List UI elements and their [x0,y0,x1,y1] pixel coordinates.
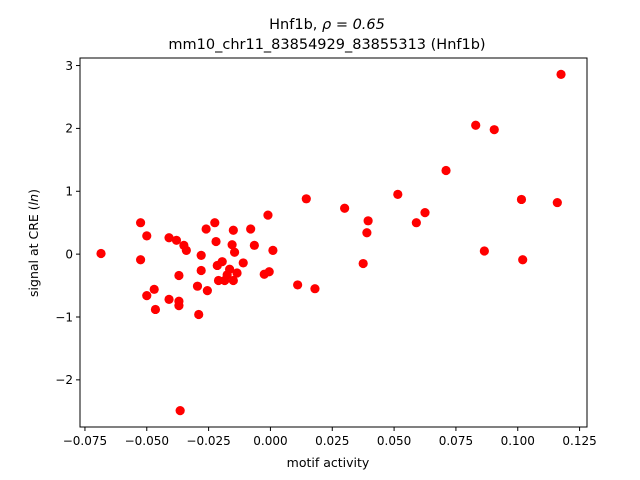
data-point [174,270,184,281]
x-tick-label: 0.000 [253,434,287,448]
data-point [164,233,174,243]
x-axis-label: motif activity [287,455,370,470]
data-point [174,301,184,311]
x-tick-label: 0.075 [439,434,473,448]
data-point [135,255,146,265]
data-point [362,228,372,238]
data-point [552,197,562,208]
y-axis-ticks: −2 −1 0 1 2 3 [55,59,80,387]
data-point [227,240,237,250]
data-point [201,224,211,234]
data-point [142,291,152,301]
y-tick-label: 1 [65,185,73,199]
data-point [181,245,191,255]
data-point [516,194,527,205]
data-point [411,218,421,228]
x-tick-label: 0.125 [562,434,596,448]
data-point [393,189,403,200]
data-point [175,406,185,416]
data-point [142,231,152,241]
data-point [192,281,203,291]
data-point [268,245,278,255]
data-points [96,69,566,416]
plot-area [79,57,588,428]
data-point [556,69,566,79]
data-point [441,165,451,176]
data-point [210,218,220,228]
data-point [263,210,273,220]
y-tick-label: 3 [65,59,73,73]
data-point [196,250,206,260]
x-tick-label: −0.025 [186,434,230,448]
data-point [479,246,489,256]
y-tick-label: −2 [55,373,73,387]
data-point [164,294,174,304]
data-point [229,247,240,257]
y-tick-label: −1 [55,310,73,324]
data-point [264,267,274,277]
data-point [211,236,221,247]
data-point [420,208,430,218]
chart-title-line1: Hnf1b, ρ = 0.65 [269,17,385,33]
data-point [363,216,373,226]
data-point [471,120,481,130]
data-point [301,194,311,204]
data-point [149,284,159,294]
data-point [246,224,256,234]
data-point [202,285,212,296]
data-point [217,257,227,267]
data-point [135,218,146,228]
data-point [225,264,235,274]
x-tick-label: 0.025 [315,434,349,448]
data-point [232,268,242,278]
x-tick-label: −0.050 [125,434,169,448]
x-tick-label: 0.100 [501,434,535,448]
data-point [340,203,350,213]
data-point [358,258,368,269]
data-point [238,258,248,268]
data-point [196,265,206,276]
data-point [96,248,106,259]
y-tick-label: 2 [65,122,73,136]
x-tick-label: −0.075 [63,434,107,448]
data-point [171,235,182,245]
data-point [228,275,238,286]
chart-title-line2: mm10_chr11_83854929_83855313 (Hnf1b) [168,37,485,53]
plot-frame [79,57,588,428]
x-axis-ticks: −0.075 −0.050 −0.025 0.000 0.025 0.050 0.075 0.… [63,427,597,448]
x-tick-label: 0.050 [377,434,411,448]
data-point [150,304,161,315]
data-point [249,240,259,250]
y-tick-label: 0 [65,247,73,261]
data-point [310,284,320,294]
y-axis-label: signal at CRE (ln) [26,189,41,297]
data-point [228,225,238,235]
data-point [194,309,204,320]
data-point [293,280,303,290]
data-point [489,125,499,135]
data-point [518,255,528,265]
